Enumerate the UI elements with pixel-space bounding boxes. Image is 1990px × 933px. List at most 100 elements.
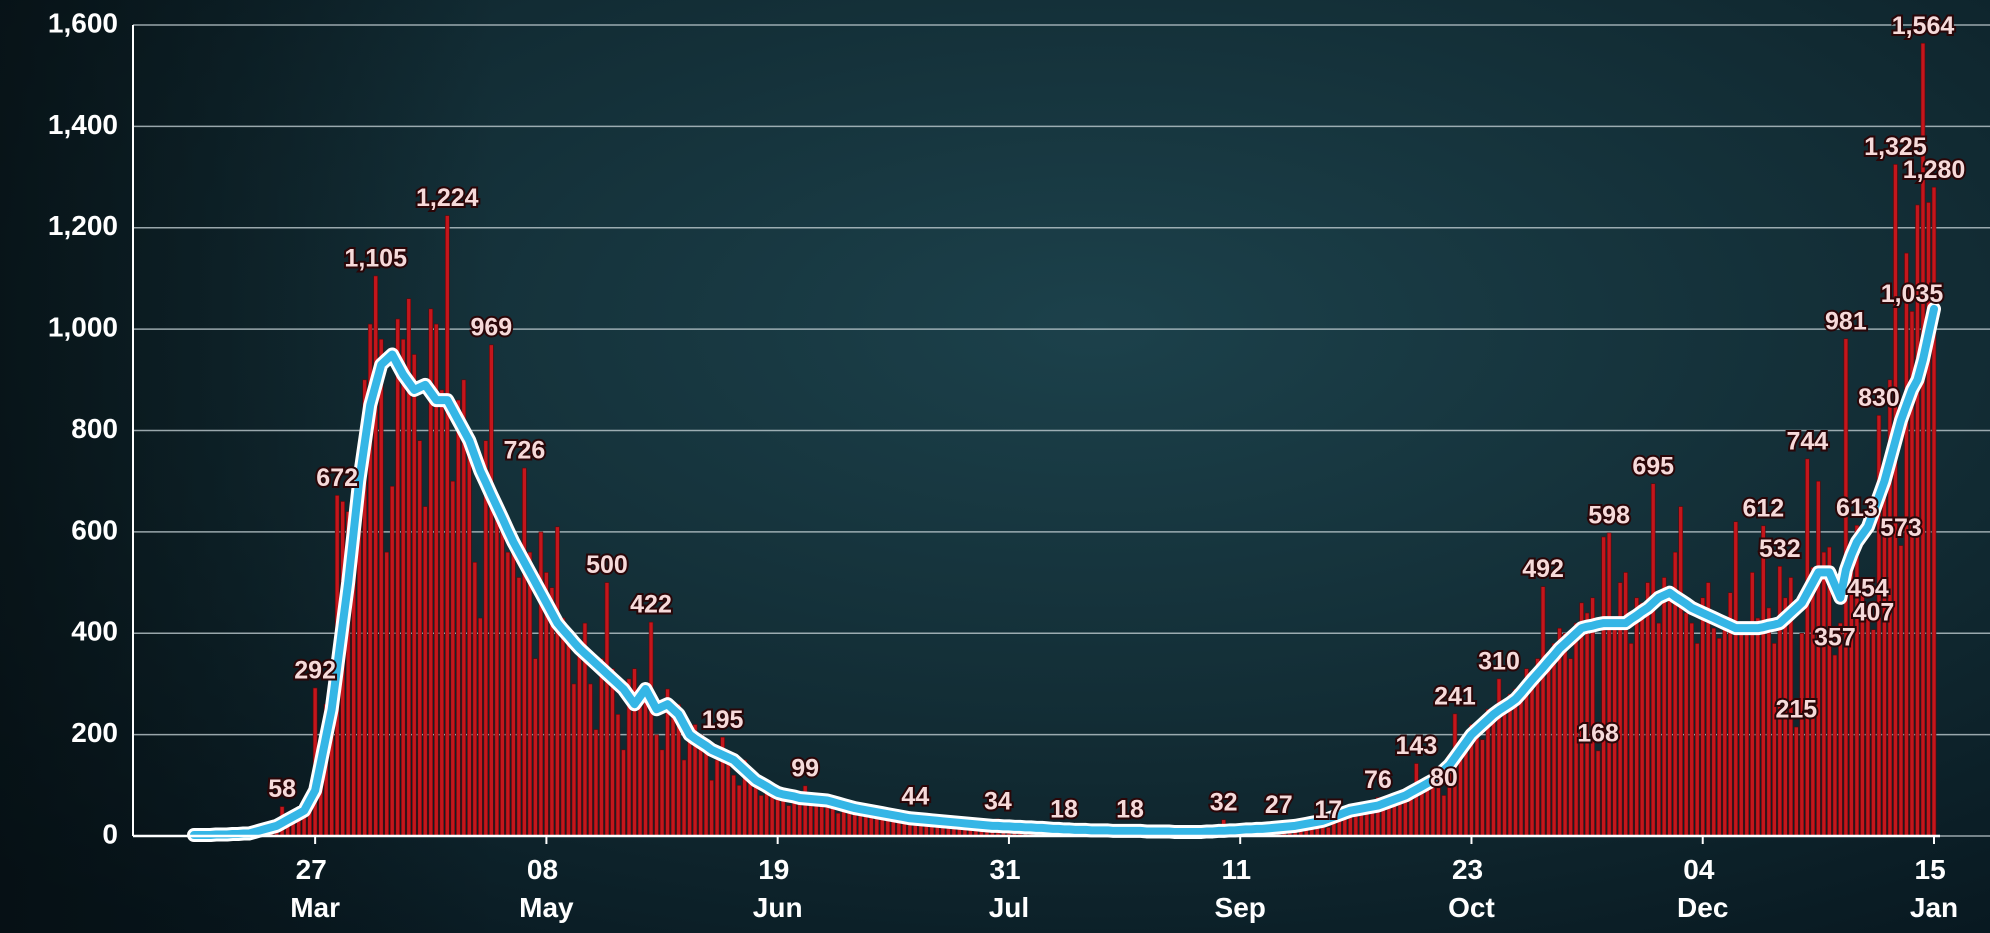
bar: [389, 485, 395, 837]
bar: [1893, 164, 1898, 837]
bar: [1772, 643, 1777, 837]
value-label: 407: [1853, 598, 1895, 626]
value-label: 18: [1116, 795, 1144, 823]
value-label: 1,564: [1892, 12, 1955, 40]
x-tick-label: 11 Sep: [1215, 854, 1266, 923]
bar: [615, 714, 621, 837]
value-label: 18: [1050, 795, 1078, 823]
value-label: 981: [1825, 307, 1867, 335]
bar: [1678, 506, 1683, 837]
bar: [1667, 592, 1672, 837]
bar: [863, 815, 869, 837]
x-tick-label: 27 Mar: [290, 854, 340, 923]
value-label: 58: [268, 775, 296, 803]
bar: [1799, 632, 1805, 837]
value-label: 672: [316, 464, 358, 492]
bar: [1816, 480, 1821, 837]
value-label: 969: [470, 313, 512, 341]
value-label: 1,035: [1881, 280, 1944, 308]
bar: [1761, 525, 1766, 837]
x-tick-label: 15 Jan: [1910, 854, 1958, 923]
value-label: 830: [1858, 384, 1900, 412]
value-label: 143: [1396, 732, 1438, 760]
bar: [714, 759, 720, 837]
lines: [187, 301, 1941, 842]
bar: [1683, 612, 1689, 837]
bar: [522, 467, 527, 837]
y-tick-label: 1,000: [48, 312, 118, 343]
value-label: 573: [1880, 514, 1922, 542]
y-tick-label: 200: [71, 717, 118, 748]
bar: [599, 658, 604, 837]
bar: [1794, 726, 1799, 837]
y-tick-label: 800: [71, 413, 118, 444]
bar: [511, 536, 516, 837]
value-label: 215: [1775, 696, 1817, 724]
bar: [1529, 683, 1535, 837]
value-label: 454: [1847, 574, 1889, 602]
bar: [516, 577, 522, 837]
bar: [835, 812, 841, 837]
bar: [1441, 795, 1447, 837]
value-label: 17: [1314, 796, 1342, 824]
value-label: 695: [1632, 452, 1674, 480]
bar: [505, 551, 511, 837]
bar: [1716, 638, 1722, 837]
bar: [648, 621, 654, 837]
value-label: 1,224: [416, 184, 479, 212]
bar: [445, 215, 450, 837]
bar: [891, 820, 896, 837]
bar: [1689, 622, 1695, 837]
value-label: 357: [1814, 624, 1856, 652]
bar: [1661, 577, 1667, 837]
bar: [1491, 716, 1496, 837]
bar: [472, 561, 478, 837]
y-tick-label: 1,400: [48, 109, 118, 140]
bar: [1750, 572, 1755, 837]
bar: [1551, 643, 1557, 837]
bar: [1711, 627, 1717, 837]
value-label: 1,325: [1864, 133, 1927, 161]
bar: [736, 785, 742, 837]
value-label: 99: [791, 754, 819, 782]
x-tick-label: 19 Jun: [753, 854, 803, 923]
bar: [1645, 582, 1650, 837]
bar: [411, 354, 417, 837]
bar: [1601, 536, 1606, 837]
bar: [500, 526, 505, 837]
bar: [439, 389, 445, 837]
bar: [1860, 592, 1865, 837]
bar: [1518, 698, 1524, 837]
bar: [1414, 763, 1419, 837]
bar: [758, 795, 764, 837]
axes: 0 200 400 600 800 1,000 1,200 1,400 1,600 27 Mar 0…: [48, 7, 1958, 923]
bar: [1694, 643, 1700, 837]
bar: [813, 805, 819, 837]
bar: [555, 526, 560, 837]
bar: [1480, 739, 1485, 837]
bar: [780, 800, 786, 837]
x-tick-label: 04 Dec: [1677, 854, 1728, 923]
y-tick-label: 600: [71, 514, 118, 545]
bar: [1904, 252, 1909, 837]
bar: [1738, 632, 1744, 837]
value-label: 613: [1836, 494, 1878, 522]
value-label: 195: [702, 706, 744, 734]
bar: [709, 779, 714, 837]
bar: [1755, 617, 1761, 837]
bar: [687, 729, 692, 837]
bar: [527, 551, 533, 837]
bar: [400, 338, 406, 837]
bar: [1854, 524, 1860, 837]
bar: [731, 774, 736, 837]
bar: [654, 734, 659, 837]
x-tick-label: 23 Oct: [1448, 854, 1495, 923]
value-label: 500: [586, 551, 628, 579]
bar: [1628, 643, 1634, 837]
bar: [1865, 605, 1871, 837]
bar: [725, 754, 731, 837]
value-label: 80: [1430, 764, 1458, 792]
value-label: 34: [984, 787, 1012, 815]
bar: [1650, 483, 1656, 837]
